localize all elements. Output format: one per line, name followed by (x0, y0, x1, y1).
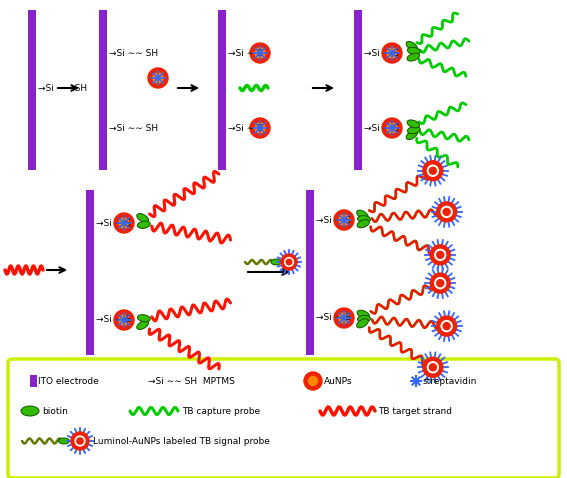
Circle shape (119, 315, 129, 325)
Circle shape (71, 432, 89, 450)
Bar (354, 10, 362, 170)
Text: Luminol-AuNPs labeled TB signal probe: Luminol-AuNPs labeled TB signal probe (93, 436, 270, 445)
Text: →Si ∼ S: →Si ∼ S (96, 315, 131, 325)
Text: ITO electrode: ITO electrode (38, 377, 99, 385)
Text: →Si ∼ S: →Si ∼ S (364, 48, 399, 57)
FancyBboxPatch shape (8, 359, 559, 478)
Circle shape (437, 202, 456, 222)
Ellipse shape (407, 53, 420, 61)
Circle shape (387, 123, 397, 133)
Ellipse shape (357, 319, 369, 328)
Bar (29, 375, 36, 387)
Text: →Si ∼ S: →Si ∼ S (228, 48, 263, 57)
Circle shape (339, 215, 349, 225)
Circle shape (382, 43, 402, 63)
Text: →Si ∼ S: →Si ∼ S (316, 216, 351, 225)
Circle shape (255, 123, 265, 133)
Circle shape (148, 68, 168, 88)
Circle shape (382, 118, 402, 138)
Circle shape (428, 362, 438, 373)
Text: TB capture probe: TB capture probe (182, 406, 260, 415)
Circle shape (429, 364, 437, 371)
Circle shape (441, 206, 452, 217)
Circle shape (114, 213, 134, 233)
Ellipse shape (407, 127, 420, 134)
Ellipse shape (137, 321, 149, 329)
Text: →Si ∼ S: →Si ∼ S (96, 218, 131, 228)
Circle shape (437, 316, 456, 336)
Bar (28, 10, 36, 170)
Ellipse shape (21, 406, 39, 416)
Text: streptavidin: streptavidin (423, 377, 477, 385)
Ellipse shape (271, 259, 281, 265)
Circle shape (387, 48, 397, 58)
Ellipse shape (407, 120, 420, 128)
Circle shape (437, 280, 444, 287)
Bar (218, 10, 226, 170)
Circle shape (286, 259, 292, 265)
Circle shape (153, 73, 163, 83)
Circle shape (255, 48, 265, 58)
Circle shape (443, 208, 450, 216)
Circle shape (250, 43, 270, 63)
Circle shape (304, 372, 322, 390)
Text: biotin: biotin (42, 406, 68, 415)
Circle shape (308, 377, 318, 385)
Circle shape (430, 245, 450, 265)
Circle shape (334, 308, 354, 328)
Ellipse shape (137, 221, 150, 228)
Text: →Si ∼ S: →Si ∼ S (364, 123, 399, 132)
Circle shape (75, 436, 85, 446)
Text: →Si ∼∼ SH: →Si ∼∼ SH (38, 84, 87, 93)
Circle shape (423, 161, 443, 181)
Ellipse shape (357, 210, 369, 219)
Circle shape (430, 273, 450, 293)
Bar (306, 190, 314, 355)
Bar (99, 10, 107, 170)
Circle shape (437, 251, 444, 258)
Circle shape (435, 278, 446, 289)
Text: →Si ∼∼ SH: →Si ∼∼ SH (109, 48, 158, 57)
Ellipse shape (357, 310, 370, 318)
Ellipse shape (406, 130, 417, 140)
Text: →Si ∼∼ SH  MPTMS: →Si ∼∼ SH MPTMS (148, 377, 235, 385)
Ellipse shape (357, 220, 370, 228)
Ellipse shape (357, 315, 370, 322)
Circle shape (119, 218, 129, 228)
Circle shape (281, 254, 297, 270)
Circle shape (77, 438, 83, 444)
Text: TB target strand: TB target strand (378, 406, 452, 415)
Circle shape (443, 323, 450, 330)
Circle shape (250, 118, 270, 138)
Ellipse shape (137, 315, 150, 322)
Circle shape (423, 357, 443, 377)
Circle shape (429, 167, 437, 174)
Ellipse shape (406, 42, 417, 51)
Ellipse shape (407, 47, 420, 54)
Circle shape (334, 210, 354, 230)
Ellipse shape (137, 214, 149, 222)
Circle shape (114, 310, 134, 330)
Text: →Si ∼ S: →Si ∼ S (316, 314, 351, 323)
Text: →Si ∼ S: →Si ∼ S (228, 123, 263, 132)
Text: →Si ∼∼ SH: →Si ∼∼ SH (109, 123, 158, 132)
Bar (86, 190, 94, 355)
Circle shape (339, 313, 349, 323)
Circle shape (441, 321, 452, 332)
Circle shape (428, 165, 438, 176)
Circle shape (435, 250, 446, 261)
Ellipse shape (357, 216, 370, 223)
Circle shape (285, 258, 293, 266)
Ellipse shape (58, 438, 70, 444)
Text: AuNPs: AuNPs (324, 377, 353, 385)
